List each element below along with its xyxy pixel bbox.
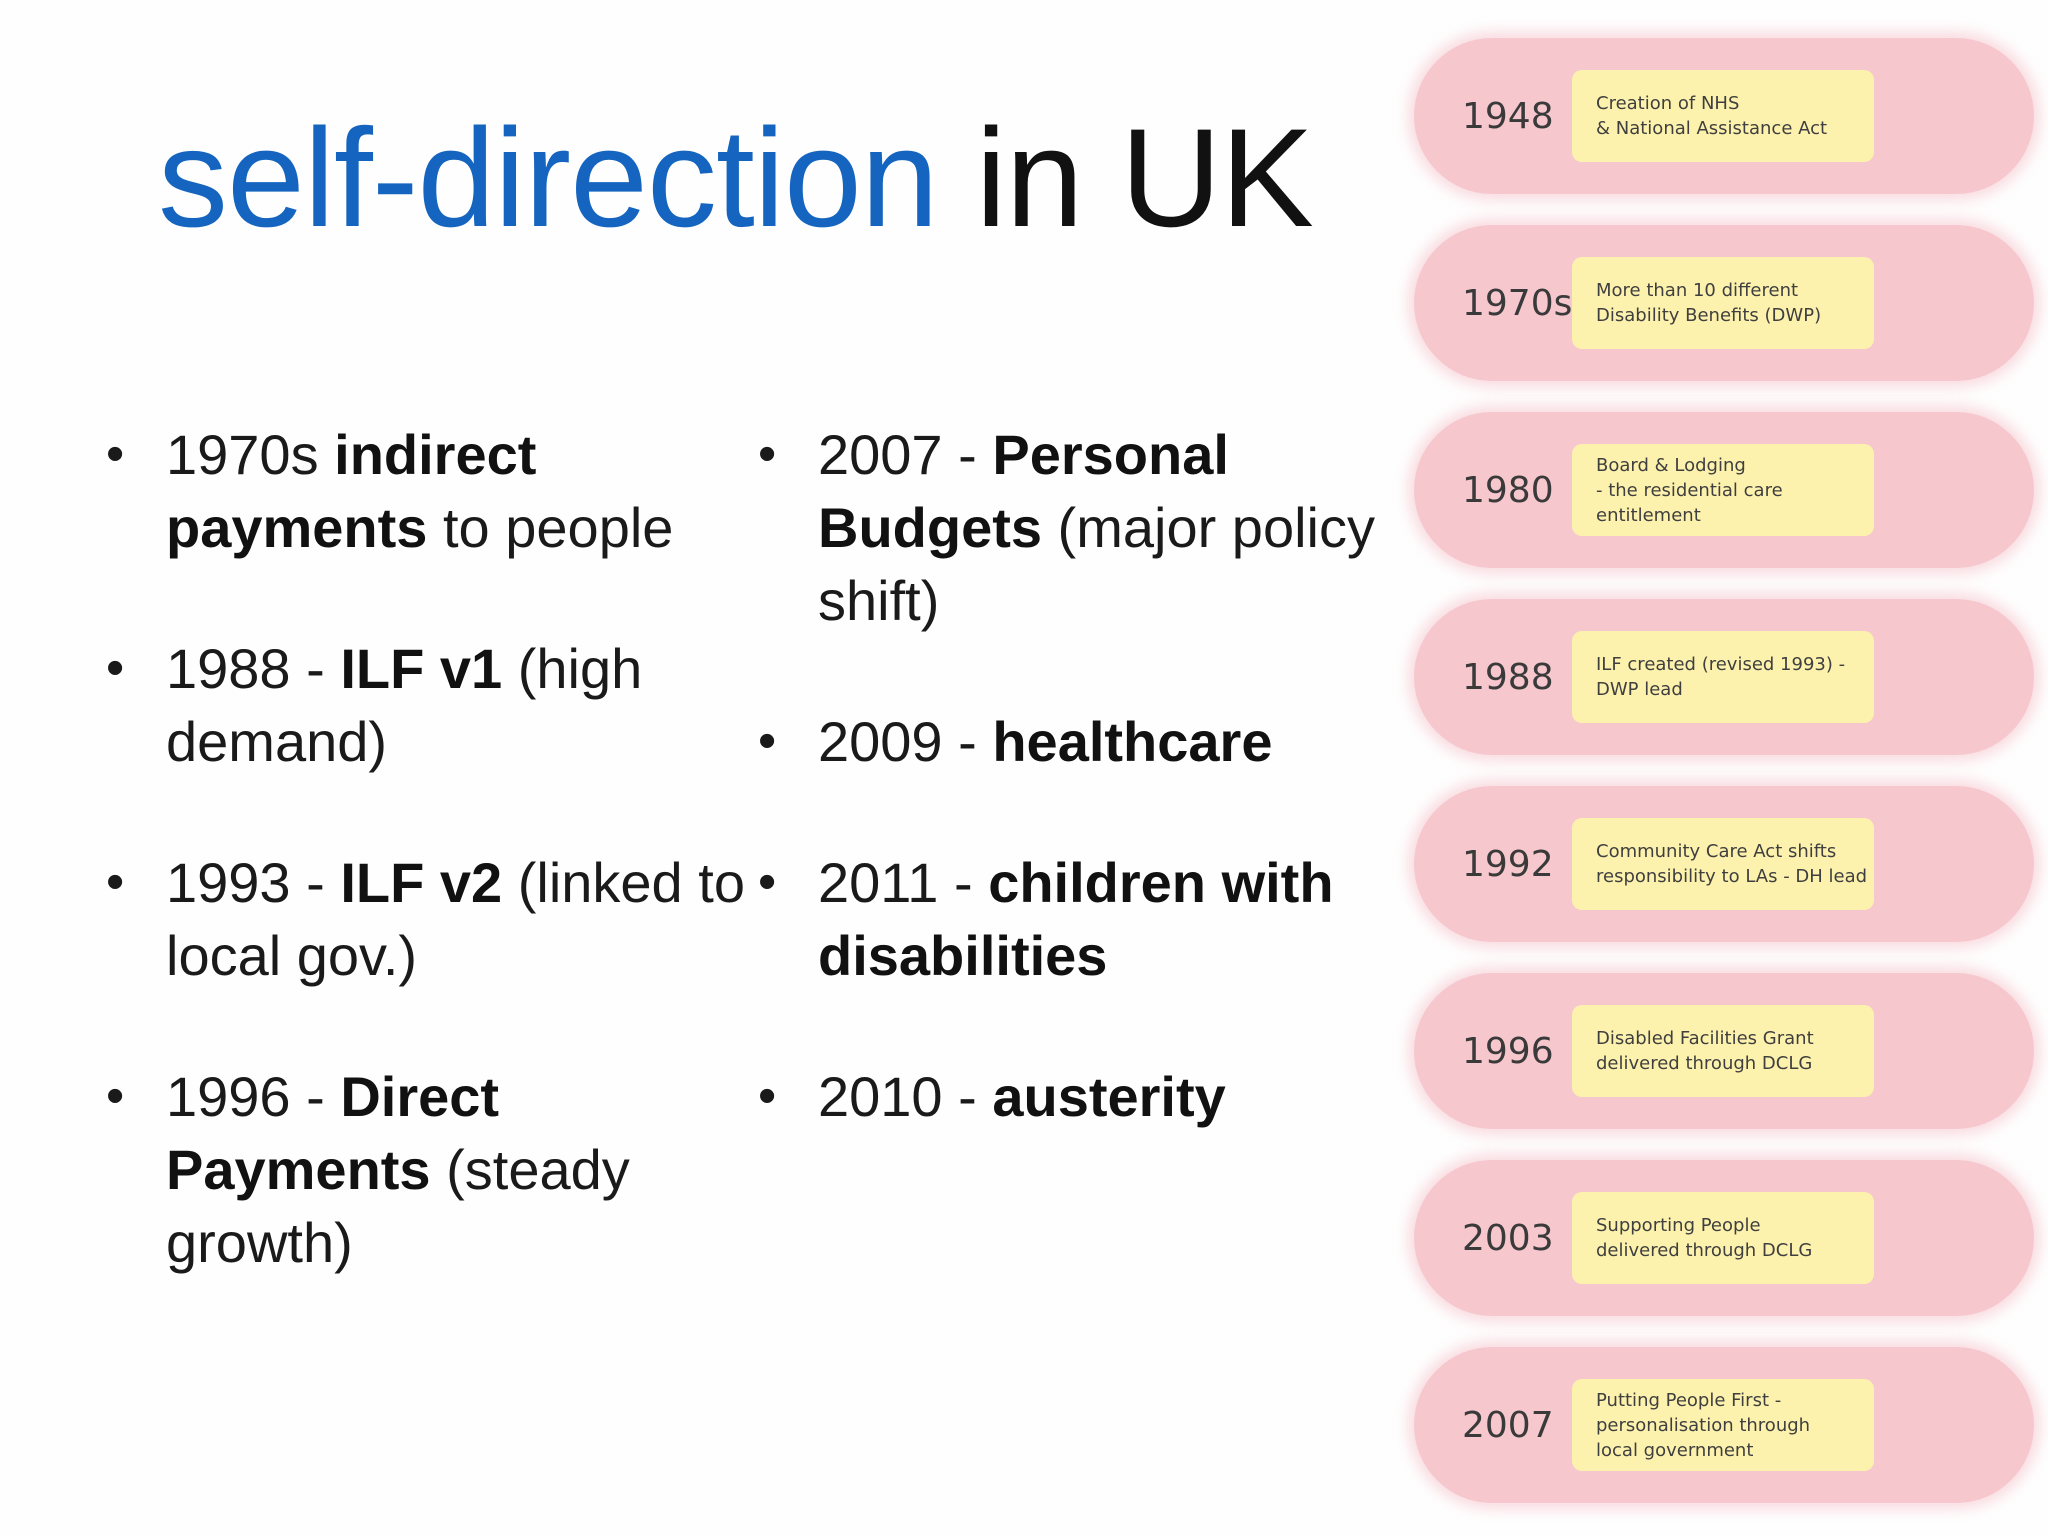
timeline-year: 1980 xyxy=(1462,469,1554,511)
bullet-item: • 2010 - austerity xyxy=(758,1060,1378,1133)
bullet-item: • 2011 - children with disabilities xyxy=(758,846,1378,992)
timeline-note: ILF created (revised 1993) - DWP lead xyxy=(1572,631,1874,723)
timeline-year: 1992 xyxy=(1462,843,1554,885)
timeline-year: 2007 xyxy=(1462,1404,1554,1446)
timeline-year: 1988 xyxy=(1462,656,1554,698)
right-bullet-list: • 2007 - Personal Budgets (major policy … xyxy=(758,418,1378,1201)
bullet-item: • 1988 - ILF v1 (high demand) xyxy=(106,632,746,778)
slide-title: self-direction in UK xyxy=(158,108,1314,248)
timeline-note: Supporting People delivered through DCLG xyxy=(1572,1192,1874,1284)
timeline-year: 1970s xyxy=(1462,282,1573,324)
title-rest: in UK xyxy=(937,99,1314,256)
bullet-item: • 1996 - Direct Payments (steady growth) xyxy=(106,1060,746,1279)
bullet-item: • 2007 - Personal Budgets (major policy … xyxy=(758,418,1378,637)
timeline-year: 1996 xyxy=(1462,1030,1554,1072)
timeline-entry: 1970s More than 10 different Disability … xyxy=(1414,225,2034,381)
timeline-entry: 2003 Supporting People delivered through… xyxy=(1414,1160,2034,1316)
bullet-item: • 2009 - healthcare xyxy=(758,705,1378,778)
timeline-entry: 1980 Board & Lodging - the residential c… xyxy=(1414,412,2034,568)
timeline-note: Community Care Act shifts responsibility… xyxy=(1572,818,1874,910)
timeline-note: Disabled Facilities Grant delivered thro… xyxy=(1572,1005,1874,1097)
bullet-dot-icon: • xyxy=(106,1067,125,1125)
timeline-entry: 1992 Community Care Act shifts responsib… xyxy=(1414,786,2034,942)
bullet-dot-icon: • xyxy=(106,853,125,911)
bullet-dot-icon: • xyxy=(758,853,777,911)
title-accent: self-direction xyxy=(158,99,939,256)
bullet-dot-icon: • xyxy=(106,639,125,697)
timeline-year: 1948 xyxy=(1462,95,1554,137)
timeline-note: Board & Lodging - the residential care e… xyxy=(1572,444,1874,536)
timeline-note: Creation of NHS & National Assistance Ac… xyxy=(1572,70,1874,162)
bullet-dot-icon: • xyxy=(758,712,777,770)
timeline-entry: 1948 Creation of NHS & National Assistan… xyxy=(1414,38,2034,194)
bullet-item: • 1970s indirect payments to people xyxy=(106,418,746,564)
timeline-note: More than 10 different Disability Benefi… xyxy=(1572,257,1874,349)
timeline-note: Putting People First - personalisation t… xyxy=(1572,1379,1874,1471)
bullet-dot-icon: • xyxy=(758,425,777,483)
timeline-entry: 1988 ILF created (revised 1993) - DWP le… xyxy=(1414,599,2034,755)
left-bullet-list: • 1970s indirect payments to people • 19… xyxy=(106,418,746,1347)
bullet-dot-icon: • xyxy=(106,425,125,483)
timeline-year: 2003 xyxy=(1462,1217,1554,1259)
timeline-entry: 2007 Putting People First - personalisat… xyxy=(1414,1347,2034,1503)
bullet-item: • 1993 - ILF v2 (linked to local gov.) xyxy=(106,846,746,992)
bullet-dot-icon: • xyxy=(758,1067,777,1125)
timeline-entry: 1996 Disabled Facilities Grant delivered… xyxy=(1414,973,2034,1129)
